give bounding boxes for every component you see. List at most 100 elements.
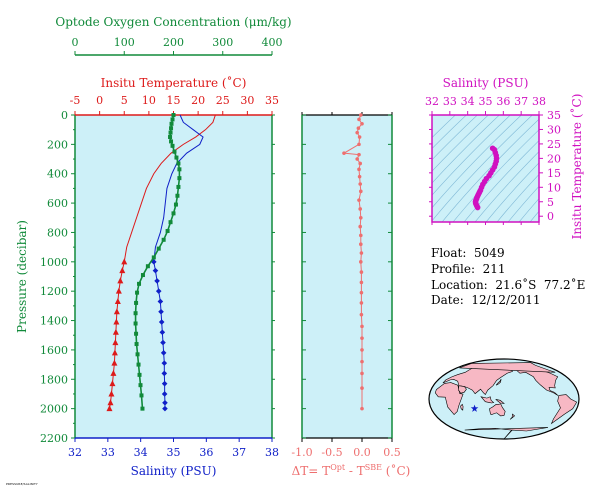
land-polygon <box>550 394 578 425</box>
pressure-axis-label: Pressure (decibar) <box>15 220 29 333</box>
land-polygon <box>459 362 556 373</box>
delta-t-point <box>359 301 364 305</box>
delta-t-point <box>359 290 364 295</box>
oxygen-point <box>175 193 180 198</box>
oxygen-point <box>169 126 174 131</box>
delta-t-point <box>357 152 361 157</box>
oxygen-point <box>138 383 143 388</box>
temperature-point <box>115 287 122 294</box>
temperature-triangles-line <box>108 261 125 409</box>
density-contour <box>432 115 467 149</box>
delta-t-point <box>360 348 364 352</box>
salinity-tick-label: 33 <box>101 446 115 459</box>
delta-t-tick-label: -0.5 <box>321 446 342 459</box>
pressure-tick-label: 1600 <box>40 344 68 357</box>
oxygen-point <box>171 211 176 216</box>
salinity-point <box>161 391 168 397</box>
oxygen-point <box>170 143 175 148</box>
temperature-point <box>109 380 116 387</box>
density-contour <box>463 140 539 222</box>
oxygen-point <box>137 281 142 286</box>
salinity-point <box>161 360 168 366</box>
density-contour <box>529 210 539 222</box>
salinity-point <box>161 370 168 377</box>
delta-t-point <box>358 224 363 229</box>
ts-salinity-tick-label: 37 <box>514 95 528 108</box>
ts-salinity-tick-label: 34 <box>461 95 475 108</box>
temperature-tick-label: 5 <box>121 94 128 107</box>
temperature-axis-label: Insitu Temperature (˚C) <box>101 75 247 90</box>
oxygen-point <box>172 149 177 154</box>
density-contour <box>518 198 539 222</box>
delta-t-tick-label: 0.5 <box>383 446 401 459</box>
oxygen-point <box>168 220 173 225</box>
float-location-star <box>470 404 479 412</box>
ts-temperature-axis-label: Insitu Temperature (˚C) <box>569 94 584 240</box>
ts-temperature-tick-label: 5 <box>547 196 554 209</box>
delta-t-point <box>357 135 362 139</box>
oxygen-tick-label: 400 <box>262 36 283 49</box>
pressure-tick-label: 600 <box>47 197 68 210</box>
ts-salinity-tick-label: 32 <box>425 95 439 108</box>
land-polygon <box>458 385 467 394</box>
temperature-tick-label: 30 <box>240 94 254 107</box>
salinity-point <box>161 380 168 387</box>
pressure-tick-label: 1000 <box>40 256 68 269</box>
salinity-point <box>151 259 157 265</box>
density-contour <box>432 115 478 161</box>
oxygen-point <box>135 352 140 357</box>
land-polygon <box>460 403 464 411</box>
temperature-point <box>114 297 121 304</box>
delta-t-point <box>360 359 364 364</box>
salinity-point <box>160 339 166 346</box>
float-number: Float: 5049 <box>431 246 505 260</box>
delta-t-point <box>360 324 364 329</box>
delta-t-point <box>342 151 346 155</box>
ts-temperature-tick-label: 25 <box>547 138 561 151</box>
oxygen-point <box>140 406 145 411</box>
oxygen-point <box>169 121 174 126</box>
oxygen-point <box>134 300 139 305</box>
temperature-point <box>119 267 126 274</box>
oxygen-point <box>133 321 138 326</box>
temperature-tick-label: -5 <box>70 94 81 107</box>
delta-t-point <box>359 233 363 238</box>
land-polygon <box>495 378 502 386</box>
density-contour <box>452 129 539 222</box>
salinity-tick-label: 35 <box>167 446 181 459</box>
oxygen-point <box>136 362 141 367</box>
ts-temperature-tick-label: 10 <box>547 181 561 194</box>
delta-t-point <box>359 113 363 117</box>
pressure-tick-label: 1200 <box>40 285 68 298</box>
pressure-tick-label: 2200 <box>40 432 68 445</box>
ts-plot-area <box>432 115 539 222</box>
delta-t-point <box>359 215 363 220</box>
oxygen-point <box>176 161 181 166</box>
map-outline <box>428 358 580 440</box>
delta-t-point <box>359 280 364 285</box>
delta-t-tick-label: 0.0 <box>353 446 371 459</box>
density-contour <box>507 185 539 222</box>
ts-salinity-tick-label: 35 <box>479 95 493 108</box>
oxygen-point <box>168 130 173 135</box>
oxygen-tick-label: 100 <box>114 36 135 49</box>
pressure-tick-label: 400 <box>47 168 68 181</box>
profile-plot-area <box>75 115 272 438</box>
delta-t-point <box>357 198 361 202</box>
delta-t-point <box>359 189 363 194</box>
salinity-tick-label: 32 <box>68 446 82 459</box>
delta-t-point <box>357 167 361 172</box>
oxygen-tick-label: 200 <box>163 36 184 49</box>
oxygen-point <box>137 372 142 377</box>
temperature-tick-label: 20 <box>191 94 205 107</box>
delta-t-point <box>357 174 362 179</box>
salinity-point <box>162 399 168 406</box>
ts-salinity-tick-label: 38 <box>532 95 546 108</box>
world-map <box>428 358 580 440</box>
date: Date: 12/12/2011 <box>431 293 541 307</box>
land-polygon <box>489 403 506 417</box>
temperature-line-line <box>123 114 216 262</box>
delta-t-point <box>359 312 364 317</box>
ts-temperature-tick-label: 30 <box>547 123 561 136</box>
